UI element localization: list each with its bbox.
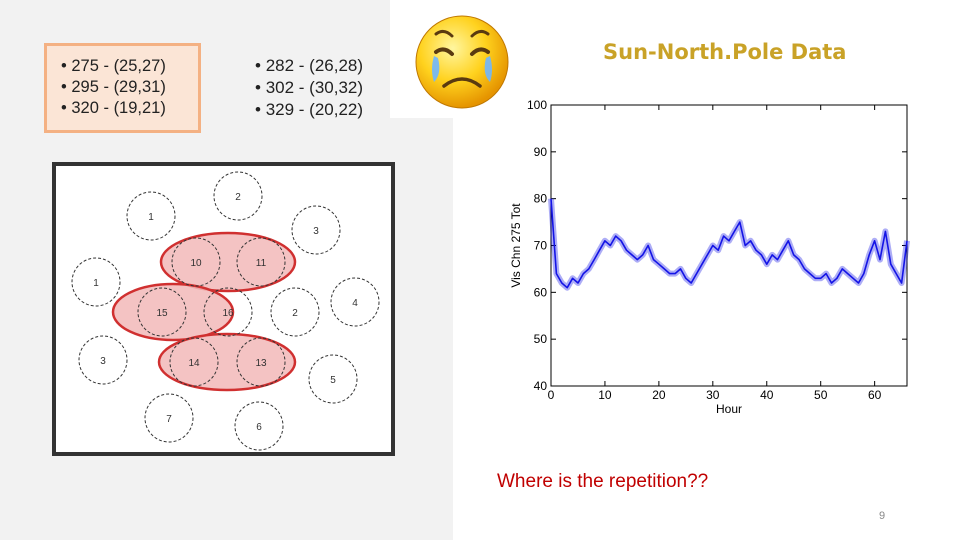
boxed-pairs-list: 275 - (25,27) 295 - (29,31) 320 - (19,21…	[61, 56, 198, 119]
diagram-node-label: 10	[190, 258, 202, 269]
diagram-node	[213, 171, 263, 221]
x-tick-label: 10	[598, 388, 612, 402]
y-tick-label: 50	[534, 332, 548, 346]
diagram-node-label: 14	[188, 358, 200, 369]
diagram-node-label: 15	[156, 308, 168, 319]
diagram-node-label: 1	[148, 212, 154, 223]
list-item: 320 - (19,21)	[61, 98, 198, 119]
diagram-node	[169, 337, 219, 387]
x-tick-label: 60	[868, 388, 882, 402]
diagram-node-label: 3	[100, 356, 106, 367]
diagram-node	[126, 191, 176, 241]
diagram-node-label: 5	[330, 375, 336, 386]
diagram-node-label: 4	[352, 298, 358, 309]
diagram-node	[291, 205, 341, 255]
y-tick-label: 100	[527, 98, 547, 112]
diagram-node	[308, 354, 358, 404]
list-item: 295 - (29,31)	[61, 77, 198, 98]
diagram-node	[236, 337, 286, 387]
diagram-node-label: 1	[93, 278, 99, 289]
series-line	[550, 198, 908, 289]
plain-pairs: 282 - (26,28) 302 - (30,32) 329 - (20,22…	[255, 55, 363, 121]
x-tick-label: 20	[652, 388, 666, 402]
question-text: Where is the repetition??	[497, 471, 709, 492]
x-tick-label: 40	[760, 388, 774, 402]
plain-pairs-list: 282 - (26,28) 302 - (30,32) 329 - (20,22…	[255, 55, 363, 121]
line-chart: 40 50 60 70 80 90 100 0 10 20 30 40 50 60 Hour Vis Chn …	[505, 95, 915, 425]
y-tick-label: 40	[534, 379, 548, 393]
list-item: 282 - (26,28)	[255, 55, 363, 77]
y-tick-label: 60	[534, 285, 548, 299]
list-item: 275 - (25,27)	[61, 56, 198, 77]
slide-title: Sun-North.Pole Data	[603, 40, 847, 64]
diagram-node-label: 6	[256, 422, 262, 433]
diagram-node-label: 11	[256, 258, 267, 269]
x-axis-label: Hour	[716, 402, 742, 416]
crying-face-icon	[410, 8, 514, 117]
y-tick-label: 70	[534, 239, 548, 253]
list-item: 302 - (30,32)	[255, 77, 363, 99]
diagram-node-label: 7	[166, 414, 172, 425]
diagram-node	[78, 335, 128, 385]
line-chart-svg: 40 50 60 70 80 90 100 0 10 20 30 40 50 60 Hour Vis Chn …	[509, 98, 910, 416]
diagram-node	[137, 287, 187, 337]
group-ellipse	[159, 231, 297, 293]
x-tick-label: 30	[706, 388, 720, 402]
diagram-node-label: 2	[292, 308, 298, 319]
highlighted-pairs-box: 275 - (25,27) 295 - (29,31) 320 - (19,21…	[44, 43, 201, 133]
y-axis-label: Vis Chn 275 Tot	[509, 203, 523, 288]
group-ellipse	[157, 332, 297, 392]
y-tick-label: 80	[534, 192, 548, 206]
diagram-node	[71, 257, 121, 307]
diagram-node	[234, 401, 284, 451]
diagram-node-label: 2	[235, 192, 241, 203]
diagram-node	[236, 237, 286, 287]
diagram-node-label: 16	[222, 308, 234, 319]
diagram-node-label: 3	[313, 226, 319, 237]
diagram-node	[270, 287, 320, 337]
diagram-node	[171, 237, 221, 287]
diagram-node	[203, 287, 253, 337]
diagram-node-label: 13	[255, 358, 267, 369]
list-item: 329 - (20,22)	[255, 99, 363, 121]
slide-number: 9	[879, 510, 886, 522]
diagram-node	[144, 393, 194, 443]
x-tick-label: 50	[814, 388, 828, 402]
y-tick-label: 90	[534, 145, 548, 159]
node-diagram: 2 1 3 10 11 1 4 15 16 2 3 14 13 5 7 6	[52, 162, 395, 456]
diagram-node	[330, 277, 380, 327]
x-tick-label: 0	[548, 388, 555, 402]
